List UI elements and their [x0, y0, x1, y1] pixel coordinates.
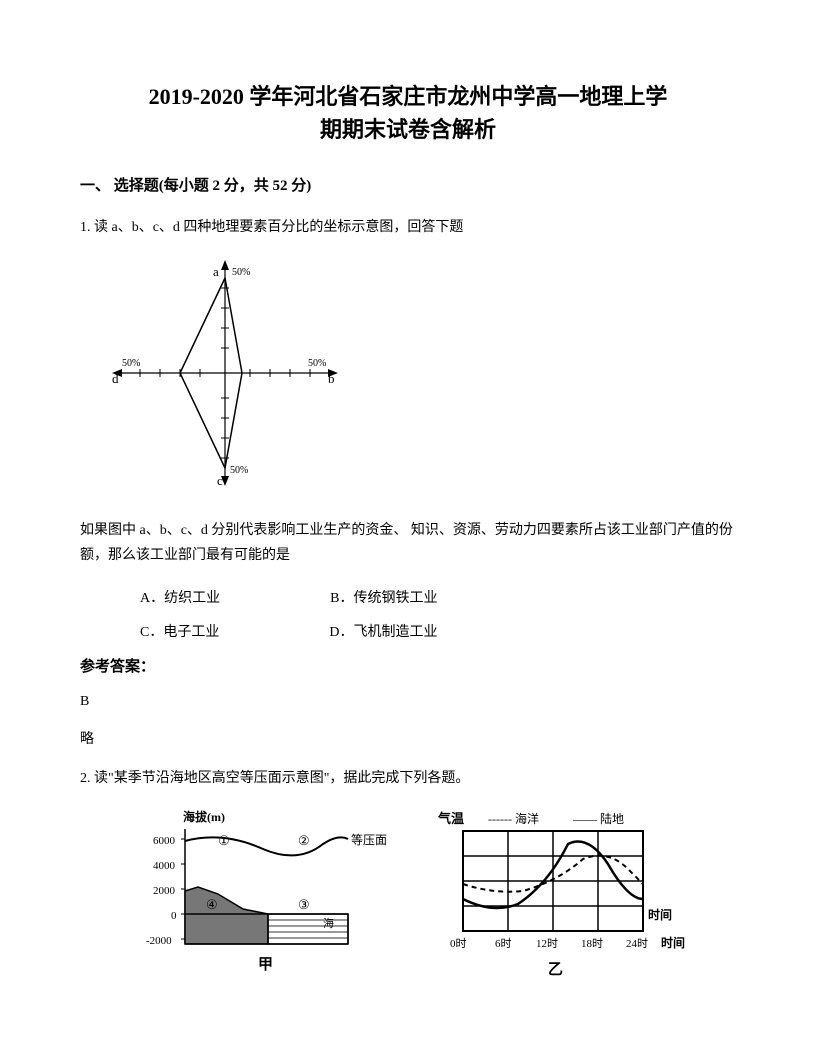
q1-options-row2: C．电子工业 D．飞机制造工业: [80, 621, 736, 641]
q2-figures: 海拔(m) 6000 4000 2000 0 -2000 等压面 ① ② ③: [80, 809, 736, 989]
answer-label: 参考答案：: [80, 655, 736, 676]
caption-right: 乙: [548, 962, 563, 978]
ytick-6000: 6000: [153, 835, 176, 847]
ytick-4000: 4000: [153, 860, 176, 872]
percent-right: 50%: [308, 358, 326, 369]
q2-chart-right: 气温 ------ 海洋 —— 陆地 时间 0时 6时 12时 18时 24时 …: [433, 809, 693, 989]
caption-left: 甲: [258, 956, 273, 973]
circled-4: ④: [206, 897, 218, 912]
sea-label: 海: [323, 916, 334, 930]
q1-diagram: a 50% 50% b 50% c 50% d: [110, 258, 736, 493]
percent-left: 50%: [122, 358, 140, 369]
ytick-0: 0: [171, 910, 177, 922]
document-title: 2019-2020 学年河北省石家庄市龙州中学高一地理上学 期期末试卷含解析: [80, 80, 736, 146]
percent-top: 50%: [232, 267, 250, 278]
q1-option-b: B．传统钢铁工业: [330, 587, 437, 607]
xtick-18: 18时: [581, 937, 603, 950]
circled-1: ①: [218, 833, 230, 848]
xlabel-time: 时间: [648, 907, 672, 922]
xtick-24: 24时: [626, 937, 648, 950]
q1-question-text: 如果图中 a、b、c、d 分别代表影响工业生产的资金、 知识、资源、劳动力四要素…: [80, 518, 736, 568]
ylabel-temp: 气温: [438, 811, 464, 826]
q1-option-d: D．飞机制造工业: [329, 621, 437, 641]
q1-options-row1: A．纺织工业 B．传统钢铁工业: [80, 587, 736, 607]
axis-b-label: b: [328, 371, 335, 386]
xtick-0: 0时: [450, 937, 467, 950]
q1-option-a: A．纺织工业: [140, 587, 220, 607]
q1-option-c: C．电子工业: [140, 621, 219, 641]
coordinate-diagram: a 50% 50% b 50% c 50% d: [110, 258, 340, 488]
isoline-label: 等压面: [351, 833, 387, 847]
q1-prompt: 1. 读 a、b、c、d 四种地理要素百分比的坐标示意图，回答下题: [80, 215, 736, 240]
title-line2: 期期末试卷含解析: [80, 113, 736, 146]
xlabel-time-below: 时间: [661, 935, 685, 950]
xtick-6: 6时: [495, 937, 512, 950]
q2-chart-left: 海拔(m) 6000 4000 2000 0 -2000 等压面 ① ② ③: [123, 809, 403, 989]
ytick-2000: 2000: [153, 885, 176, 897]
ytick-neg2000: -2000: [146, 935, 172, 947]
title-line1: 2019-2020 学年河北省石家庄市龙州中学高一地理上学: [80, 80, 736, 113]
q2-prompt: 2. 读"某季节沿海地区高空等压面示意图"，据此完成下列各题。: [80, 766, 736, 791]
circled-3: ③: [298, 897, 310, 912]
section-header: 一、 选择题(每小题 2 分，共 52 分): [80, 174, 736, 195]
q1-answer: B: [80, 694, 736, 710]
q1-explanation: 略: [80, 728, 736, 748]
legend-ocean: ------ 海洋: [488, 811, 539, 826]
legend-land: —— 陆地: [572, 811, 624, 826]
elevation-label: 海拔(m): [183, 809, 225, 824]
axis-d-label: d: [112, 371, 119, 386]
axis-c-label: c: [217, 473, 223, 488]
xtick-12: 12时: [536, 937, 558, 950]
circled-2: ②: [298, 833, 310, 848]
percent-bottom: 50%: [230, 465, 248, 476]
axis-a-label: a: [213, 264, 219, 279]
